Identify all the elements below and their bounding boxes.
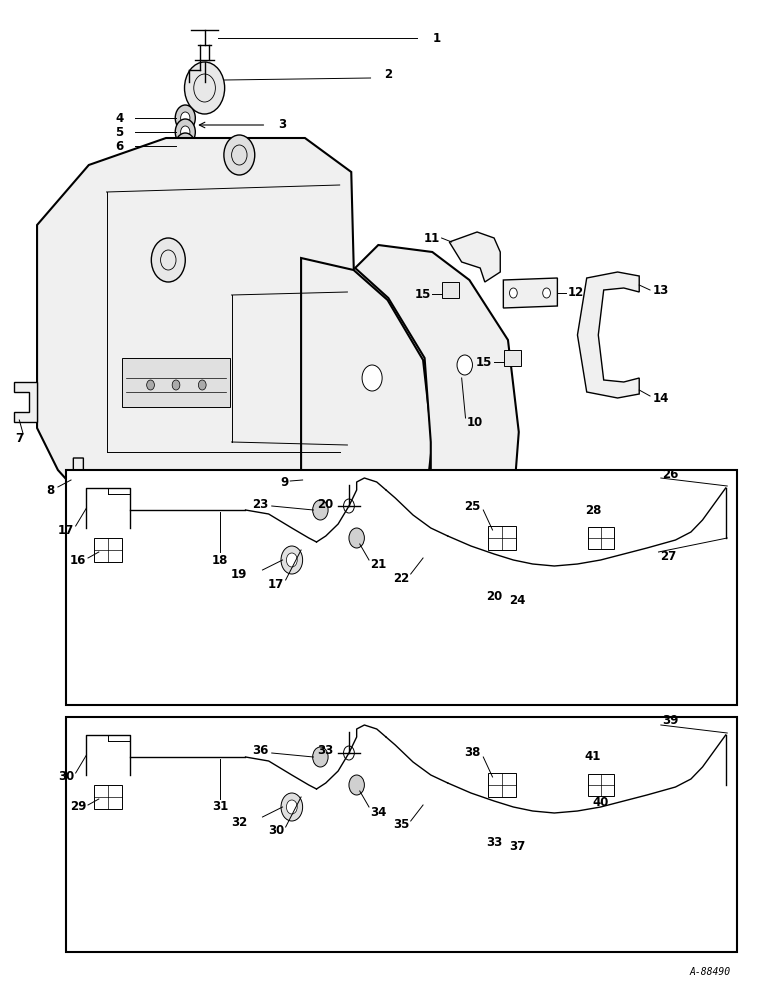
Text: 28: 28 <box>584 504 601 516</box>
Polygon shape <box>37 138 359 500</box>
Bar <box>66 470 737 705</box>
Circle shape <box>224 135 255 175</box>
Circle shape <box>510 288 517 298</box>
Polygon shape <box>503 278 557 308</box>
Text: 20: 20 <box>317 497 334 510</box>
Text: 40: 40 <box>593 796 609 808</box>
Text: 4: 4 <box>115 111 124 124</box>
Circle shape <box>286 553 297 567</box>
Text: 27: 27 <box>660 550 676 564</box>
Circle shape <box>543 288 550 298</box>
Polygon shape <box>488 773 516 797</box>
Text: 29: 29 <box>70 800 86 814</box>
Text: 7: 7 <box>15 432 24 444</box>
Text: 8: 8 <box>46 484 54 496</box>
Text: 26: 26 <box>662 468 679 481</box>
Text: 41: 41 <box>584 750 601 764</box>
Circle shape <box>151 238 185 282</box>
Text: 25: 25 <box>464 499 480 512</box>
Circle shape <box>147 380 154 390</box>
Text: 19: 19 <box>231 568 247 582</box>
Circle shape <box>175 133 195 159</box>
Text: 6: 6 <box>115 139 124 152</box>
Polygon shape <box>66 458 93 490</box>
Text: 39: 39 <box>662 714 679 728</box>
Text: 33: 33 <box>486 836 503 849</box>
Text: 30: 30 <box>58 770 74 784</box>
Text: 9: 9 <box>280 476 288 488</box>
Text: 1: 1 <box>432 31 441 44</box>
Text: 31: 31 <box>212 800 229 814</box>
Circle shape <box>349 528 364 548</box>
Polygon shape <box>587 774 614 796</box>
Polygon shape <box>355 245 519 480</box>
Text: 23: 23 <box>252 497 269 510</box>
Circle shape <box>175 147 195 173</box>
Text: 13: 13 <box>652 284 669 296</box>
Circle shape <box>181 126 190 138</box>
Circle shape <box>281 793 303 821</box>
Circle shape <box>181 154 190 166</box>
Text: 21: 21 <box>371 558 387 572</box>
Circle shape <box>349 775 364 795</box>
Polygon shape <box>587 527 614 549</box>
Polygon shape <box>94 538 122 562</box>
Polygon shape <box>94 785 122 809</box>
Text: 36: 36 <box>252 744 269 758</box>
Text: 17: 17 <box>268 578 284 590</box>
Text: A-88490: A-88490 <box>689 967 731 977</box>
Circle shape <box>344 499 354 513</box>
Text: 14: 14 <box>652 391 669 404</box>
Text: 2: 2 <box>384 68 393 82</box>
Polygon shape <box>301 258 432 482</box>
Text: 20: 20 <box>486 589 503 602</box>
Text: 24: 24 <box>510 593 526 606</box>
Circle shape <box>172 380 180 390</box>
Text: 12: 12 <box>567 286 584 300</box>
Circle shape <box>362 365 382 391</box>
Circle shape <box>457 355 472 375</box>
Polygon shape <box>577 272 639 398</box>
Circle shape <box>313 747 328 767</box>
Circle shape <box>281 546 303 574</box>
Circle shape <box>185 62 225 114</box>
Text: 15: 15 <box>415 288 431 300</box>
Text: 22: 22 <box>393 572 409 584</box>
Text: 33: 33 <box>317 744 334 758</box>
Circle shape <box>286 800 297 814</box>
Circle shape <box>181 140 190 152</box>
Polygon shape <box>504 350 521 366</box>
Text: 30: 30 <box>268 824 284 838</box>
Text: 11: 11 <box>424 232 440 244</box>
Polygon shape <box>449 232 500 282</box>
Text: 15: 15 <box>476 356 493 368</box>
Bar <box>66 717 737 952</box>
Text: 32: 32 <box>231 816 247 828</box>
Polygon shape <box>488 526 516 550</box>
Circle shape <box>181 112 190 124</box>
Text: 37: 37 <box>510 840 526 853</box>
Text: 3: 3 <box>278 118 286 131</box>
Polygon shape <box>442 282 459 298</box>
Text: 17: 17 <box>58 524 74 536</box>
Text: 10: 10 <box>467 416 483 428</box>
Text: 35: 35 <box>393 818 409 832</box>
Text: 16: 16 <box>70 554 86 566</box>
Text: 18: 18 <box>212 554 229 566</box>
Text: 38: 38 <box>464 746 480 760</box>
Circle shape <box>313 500 328 520</box>
Circle shape <box>175 119 195 145</box>
Circle shape <box>198 380 206 390</box>
Circle shape <box>344 746 354 760</box>
Text: 5: 5 <box>115 125 124 138</box>
Polygon shape <box>14 382 37 422</box>
Circle shape <box>175 105 195 131</box>
Polygon shape <box>122 358 230 407</box>
Text: 34: 34 <box>371 806 387 818</box>
